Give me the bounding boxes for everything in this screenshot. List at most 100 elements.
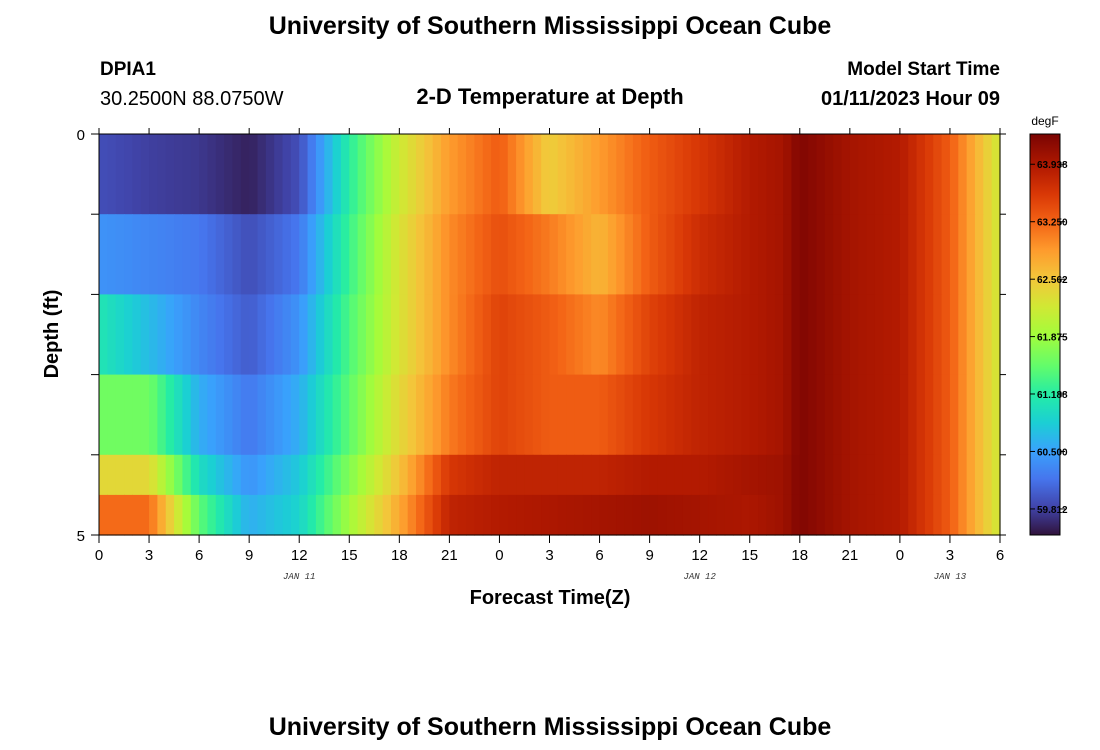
heatmap-cell	[466, 454, 476, 496]
heatmap-cell	[824, 454, 834, 496]
heatmap-cell	[933, 134, 943, 215]
heatmap-cell	[824, 134, 834, 215]
heatmap-cell	[382, 374, 392, 456]
heatmap-cell	[365, 494, 375, 536]
heatmap-cell	[124, 374, 133, 456]
x-tick-label: 3	[946, 547, 954, 564]
heatmap-cell	[224, 214, 234, 295]
heatmap-cell	[908, 454, 918, 496]
x-tick-label: 9	[645, 547, 653, 564]
heatmap-cell	[416, 294, 425, 376]
heatmap-cell	[808, 294, 818, 376]
heatmap-cell	[749, 374, 759, 456]
heatmap-cell	[716, 214, 726, 295]
heatmap-cell	[866, 214, 876, 295]
heatmap-cell	[140, 214, 150, 295]
heatmap-cell	[799, 214, 809, 295]
heatmap-cell	[449, 294, 459, 376]
heatmap-cell	[607, 134, 617, 215]
heatmap-cell	[290, 494, 300, 536]
heatmap-cell	[149, 134, 158, 215]
heatmap-cell	[632, 494, 642, 536]
heatmap-cell	[866, 294, 876, 376]
heatmap-cell	[708, 494, 717, 536]
heatmap-cell	[916, 294, 926, 376]
heatmap-cell	[766, 374, 776, 456]
heatmap-cell	[607, 374, 617, 456]
heatmap-cell	[582, 134, 592, 215]
heatmap-cell	[808, 374, 818, 456]
heatmap-cell	[632, 454, 642, 496]
y-tick-label: 0	[77, 127, 85, 144]
heatmap-cell	[107, 494, 117, 536]
heatmap-cell	[591, 374, 601, 456]
heatmap-cell	[340, 374, 350, 456]
heatmap-cell	[441, 374, 450, 456]
heatmap-cell	[691, 454, 701, 496]
heatmap-cell	[307, 214, 317, 295]
heatmap-cell	[290, 214, 300, 295]
y-tick-label: 5	[77, 528, 85, 545]
heatmap-cell	[516, 374, 526, 456]
heatmap-cell	[649, 374, 659, 456]
heatmap-cell	[641, 294, 651, 376]
heatmap-cell	[99, 454, 108, 496]
heatmap-cell	[908, 374, 918, 456]
heatmap-cell	[833, 454, 843, 496]
colorbar-tick-label: 61.188	[1037, 390, 1068, 401]
heatmap-cell	[758, 454, 767, 496]
heatmap-cell	[474, 374, 484, 456]
heatmap-cell	[99, 494, 108, 536]
heatmap-cell	[699, 134, 709, 215]
heatmap-cell	[257, 374, 267, 456]
heatmap-cell	[682, 494, 692, 536]
heatmap-cell	[591, 294, 601, 376]
heatmap-cell	[749, 294, 759, 376]
heatmap-cell	[215, 374, 225, 456]
heatmap-cell	[165, 134, 175, 215]
heatmap-cell	[791, 374, 801, 456]
heatmap-cell	[165, 374, 175, 456]
heatmap-cell	[966, 134, 976, 215]
heatmap-cell	[249, 134, 259, 215]
heatmap-cell	[482, 294, 492, 376]
heatmap-cell	[933, 214, 943, 295]
heatmap-cell	[215, 214, 225, 295]
heatmap-cell	[265, 454, 275, 496]
heatmap-cell	[182, 294, 192, 376]
x-tick-label: 15	[741, 547, 758, 564]
heatmap-cell	[824, 374, 834, 456]
heatmap-cell	[432, 374, 442, 456]
heatmap-cell	[891, 214, 901, 295]
heatmap-cell	[758, 134, 767, 215]
heatmap-cell	[566, 454, 576, 496]
heatmap-cell	[399, 494, 409, 536]
heatmap-cell	[424, 374, 434, 456]
heatmap-cell	[507, 214, 517, 295]
heatmap-cell	[941, 374, 951, 456]
heatmap-cell	[924, 454, 934, 496]
heatmap-cell	[624, 294, 634, 376]
heatmap-cell	[682, 134, 692, 215]
heatmap-cell	[958, 214, 968, 295]
heatmap-cell	[449, 454, 459, 496]
heatmap-cell	[682, 214, 692, 295]
heatmap-cell	[290, 134, 300, 215]
heatmap-cell	[983, 454, 993, 496]
heatmap-cell	[858, 134, 868, 215]
heatmap-cell	[174, 374, 184, 456]
heatmap-cell	[682, 294, 692, 376]
heatmap-cell	[566, 134, 576, 215]
heatmap-cell	[991, 374, 1001, 456]
heatmap-cell	[332, 494, 342, 536]
heatmap-cell	[307, 454, 317, 496]
heatmap-cell	[632, 294, 642, 376]
heatmap-cell	[299, 454, 309, 496]
heatmap-cell	[424, 294, 434, 376]
heatmap-cell	[491, 214, 501, 295]
heatmap-cell	[766, 494, 776, 536]
heatmap-cell	[741, 494, 751, 536]
heatmap-cell	[874, 454, 884, 496]
heatmap-cell	[549, 214, 559, 295]
heatmap-cell	[174, 494, 184, 536]
